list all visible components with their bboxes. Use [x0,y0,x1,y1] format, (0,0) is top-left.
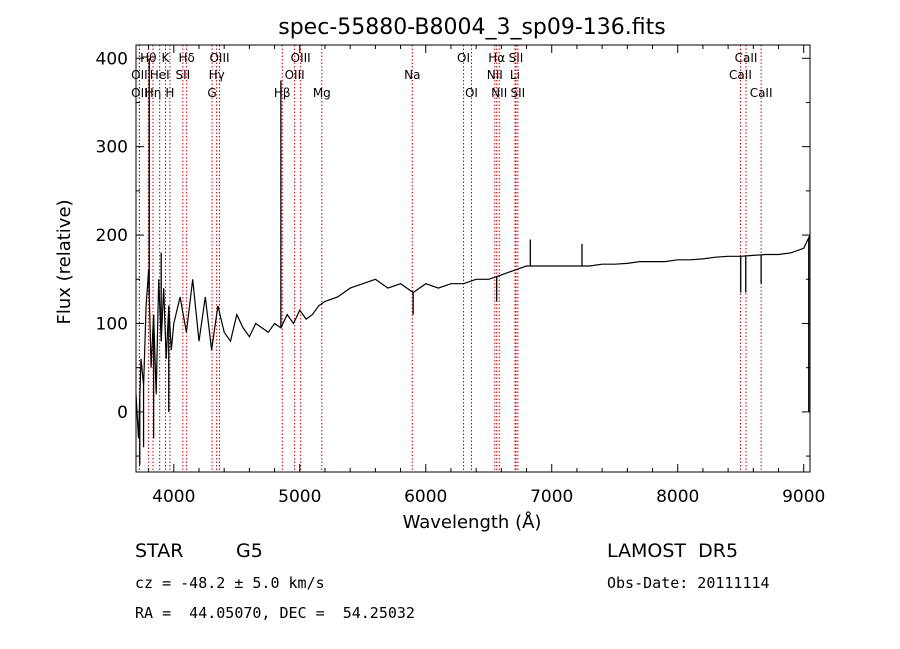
spectrum-line-group [135,58,811,465]
x-tick-label-4: 8000 [656,487,699,507]
object-class: STAR [135,540,184,562]
observation-date: Obs-Date: 20111114 [607,574,770,592]
line-label-4: HeI [150,68,170,82]
y-tick-label-4: 400 [96,49,128,69]
coordinates-text: RA = 44.05070, DEC = 54.25032 [135,604,415,622]
plot-frame [135,44,811,473]
line-label-6: H [165,86,174,100]
line-label-17: OI [457,51,470,65]
line-label-9: G [207,86,216,100]
line-label-1: OII [131,68,148,82]
line-label-15: Mg [313,86,331,100]
y-tick-label-0: 0 [117,403,128,423]
object-subclass: G5 [236,540,263,562]
x-axis-ticks: 4000 5000 6000 7000 8000 9000 [148,45,825,507]
line-label-18: OI [465,86,478,100]
y-tick-label-1: 100 [96,314,128,334]
line-label-26: CaII [735,51,758,65]
chart-title: spec-55880-B8004_3_sp09-136.fits [278,15,666,40]
x-axis-label: Wavelength (Å) [403,511,542,533]
y-axis-ticks: 0 100 200 300 400 [96,49,810,457]
line-label-0: Hθ [140,51,156,65]
y-tick-label-3: 300 [96,138,128,158]
line-label-12: Hβ [274,86,291,100]
line-label-5: K [162,51,171,65]
line-label-11: OIII [209,51,229,65]
line-label-10: Hγ [209,68,225,82]
x-tick-label-1: 5000 [278,487,321,507]
line-label-27: CaII [750,86,773,100]
redshift-text: cz = -48.2 ± 5.0 km/s [135,574,325,592]
line-label-2: OII [131,86,148,100]
survey-name: LAMOST DR5 [607,540,739,562]
line-label-13: OIII [285,68,305,82]
line-label-19: NII [487,68,503,82]
line-label-14: OIII [291,51,311,65]
line-label-8: Hδ [178,51,194,65]
x-tick-label-0: 4000 [152,487,195,507]
line-label-3: Hη [145,86,162,100]
line-label-21: NII [491,86,507,100]
line-label-7: SII [176,68,191,82]
y-tick-label-2: 200 [96,226,128,246]
x-tick-label-5: 9000 [782,487,825,507]
x-tick-label-3: 7000 [530,487,573,507]
y-axis-label: Flux (relative) [54,199,75,324]
x-tick-label-2: 6000 [404,487,447,507]
line-label-22: Li [510,68,520,82]
emission-line-markers: HθOIIOIIHηHeIKHSIIHδGHγOIIIHβOIIIOIIIMgN… [131,45,773,472]
line-label-25: CaII [729,68,752,82]
line-label-23: SII [509,51,524,65]
line-label-24: SII [510,86,525,100]
line-label-20: Hα [488,51,505,65]
spectrum-line [135,234,811,439]
line-label-16: Na [404,68,420,82]
